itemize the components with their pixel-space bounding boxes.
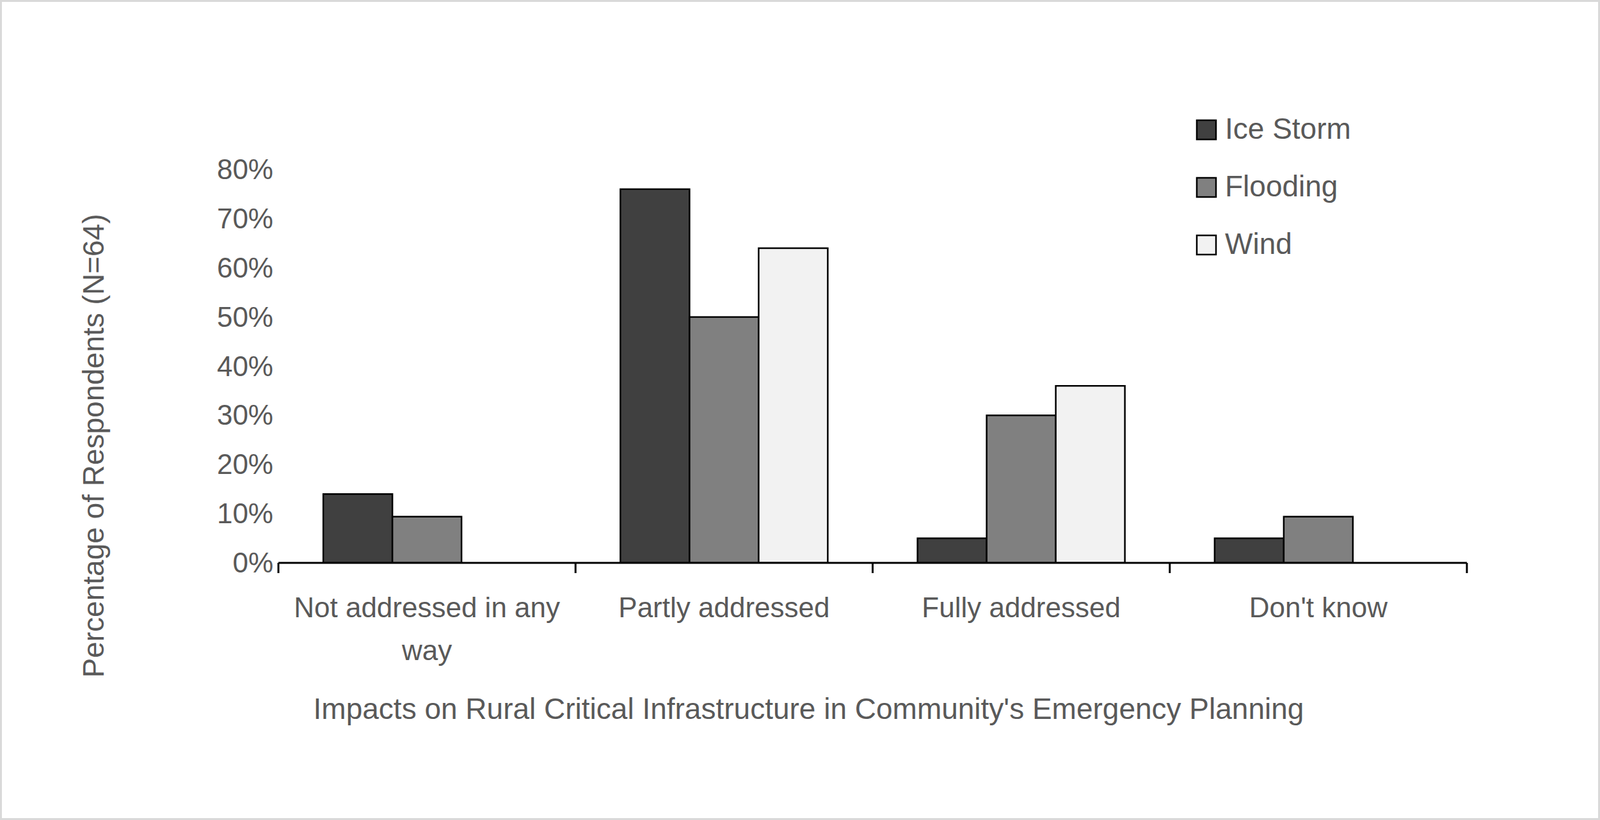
- y-tick-label: 10%: [216, 497, 274, 530]
- bar: [758, 248, 828, 564]
- y-tick-label: 40%: [216, 350, 274, 383]
- bar: [392, 517, 462, 564]
- x-tick-label: Partly addressed: [618, 592, 830, 624]
- chart-border: [1, 1, 1600, 820]
- y-tick-label: 20%: [216, 448, 274, 480]
- bar: [1283, 517, 1353, 564]
- x-tick: [871, 563, 874, 574]
- x-tick: [1168, 563, 1171, 574]
- legend-label: Wind: [1224, 227, 1293, 261]
- bars: [323, 189, 1353, 564]
- bar: [1056, 385, 1126, 564]
- bar: [620, 189, 690, 564]
- x-axis-title: Impacts on Rural Critical Infrastructure…: [313, 692, 1305, 726]
- x-tick-label: Not addressed in anyway: [293, 592, 560, 667]
- legend-label: Flooding: [1224, 169, 1338, 203]
- x-tick-label: Don't know: [1249, 592, 1389, 624]
- y-axis-title: Percentage of Respondents (N=64): [76, 214, 111, 679]
- y-tick-label: 30%: [216, 399, 274, 431]
- x-tick-label: Fully addressed: [921, 592, 1121, 624]
- bar: [1214, 538, 1284, 564]
- y-tick-label: 80%: [216, 153, 274, 185]
- bar: [323, 494, 393, 564]
- legend-label: Ice Storm: [1224, 112, 1352, 146]
- y-tick-label: 0%: [232, 547, 274, 579]
- bar: [986, 415, 1056, 564]
- x-tick: [1466, 563, 1469, 574]
- chart: 0% 10% 20% 30% 40% 50% 60% 70% 80% Not addressed …: [0, 0, 1600, 820]
- x-tick: [574, 563, 577, 574]
- y-tick-label: 60%: [216, 252, 274, 284]
- legend-swatch: [1196, 177, 1216, 198]
- legend-swatch: [1196, 235, 1216, 255]
- y-tick-label: 50%: [216, 301, 274, 333]
- x-tick: [277, 563, 280, 574]
- bar: [917, 538, 987, 564]
- y-tick-label: 70%: [216, 202, 274, 235]
- bar: [689, 317, 759, 564]
- legend-swatch: [1196, 120, 1216, 140]
